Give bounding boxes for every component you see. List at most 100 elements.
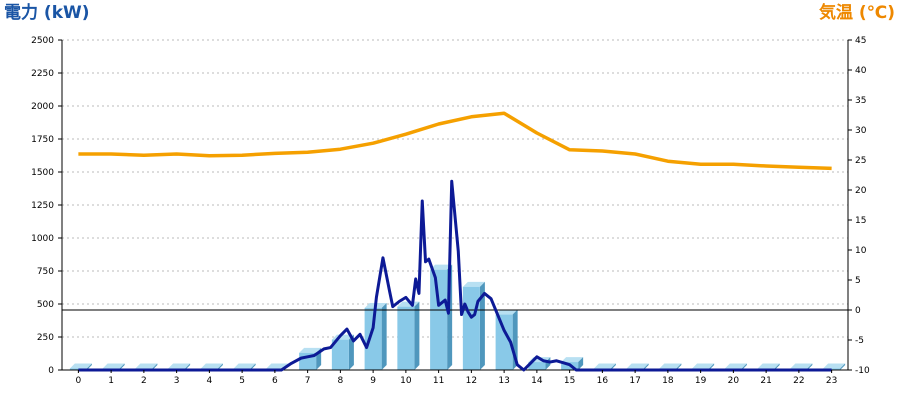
bar-side-face bbox=[381, 302, 387, 370]
right-tick-label: 45 bbox=[855, 36, 866, 46]
bar-side-face bbox=[709, 363, 715, 370]
left-tick-label: 750 bbox=[37, 267, 54, 277]
x-tick-label: 21 bbox=[760, 376, 771, 386]
bar-top-face bbox=[724, 363, 747, 369]
left-tick-label: 1250 bbox=[31, 201, 54, 211]
bar-top-face bbox=[233, 363, 256, 369]
bar-side-face bbox=[152, 363, 158, 370]
left-tick-label: 1750 bbox=[31, 135, 54, 145]
x-tick-label: 22 bbox=[793, 376, 804, 386]
power-line bbox=[78, 179, 832, 372]
bar-side-face bbox=[185, 363, 191, 370]
bar-side-face bbox=[807, 363, 813, 370]
bar-top-face bbox=[561, 357, 584, 363]
bar-front-face bbox=[495, 314, 513, 370]
bar-top-face bbox=[69, 363, 92, 369]
bar-side-face bbox=[119, 363, 125, 370]
bar-top-face bbox=[593, 363, 616, 369]
x-tick-label: 12 bbox=[466, 376, 477, 386]
x-tick-label: 8 bbox=[338, 376, 344, 386]
right-tick-label: 20 bbox=[855, 186, 867, 196]
right-tick-label: 35 bbox=[855, 96, 866, 106]
bar-side-face bbox=[479, 281, 485, 370]
x-tick-label: 9 bbox=[370, 376, 376, 386]
bar-side-face bbox=[774, 363, 780, 370]
x-tick-label: 20 bbox=[728, 376, 740, 386]
bar-top-face bbox=[626, 363, 649, 369]
bar-front-face bbox=[331, 339, 349, 370]
bar-hour-10 bbox=[397, 301, 420, 370]
right-tick-label: -5 bbox=[855, 336, 864, 346]
left-axis-title: 電力 (kW) bbox=[4, 2, 90, 23]
bar-side-face bbox=[840, 363, 846, 370]
bar-side-face bbox=[643, 363, 649, 370]
x-axis-ticks: 0 1 2 3 4 5 6 7 8 9 10 11 12 13 14 15 16 17 18 19 20 21 22 23 bbox=[76, 370, 837, 386]
bar-side-face bbox=[414, 301, 420, 370]
right-tick-label: 0 bbox=[855, 306, 861, 316]
x-tick-label: 4 bbox=[207, 376, 213, 386]
right-tick-label: 40 bbox=[855, 66, 867, 76]
bar-top-face bbox=[299, 347, 322, 353]
x-tick-label: 19 bbox=[695, 376, 707, 386]
bar-top-face bbox=[692, 363, 715, 369]
bar-side-face bbox=[217, 363, 223, 370]
grid-lines bbox=[62, 39, 848, 338]
bar-top-face bbox=[790, 363, 813, 369]
right-tick-label: 15 bbox=[855, 216, 866, 226]
right-axis-ticks: -10 -5 0 5 10 15 20 25 30 35 40 45 bbox=[848, 36, 870, 376]
bar-top-face bbox=[823, 363, 846, 369]
right-tick-label: -10 bbox=[855, 366, 870, 376]
bar-series-hourly-power bbox=[69, 264, 846, 370]
right-tick-label: 5 bbox=[855, 276, 861, 286]
bar-top-face bbox=[102, 363, 125, 369]
bar-hour-13 bbox=[495, 309, 518, 370]
bar-side-face bbox=[578, 357, 584, 370]
bar-side-face bbox=[348, 334, 354, 370]
x-tick-label: 11 bbox=[433, 376, 444, 386]
bar-top-face bbox=[495, 309, 518, 315]
bar-top-face bbox=[757, 363, 780, 369]
bar-top-face bbox=[135, 363, 158, 369]
bar-side-face bbox=[86, 363, 92, 370]
bar-side-face bbox=[741, 363, 747, 370]
right-tick-label: 30 bbox=[855, 126, 867, 136]
left-tick-label: 2500 bbox=[31, 36, 54, 46]
x-tick-label: 17 bbox=[629, 376, 640, 386]
x-tick-label: 1 bbox=[108, 376, 114, 386]
x-tick-label: 18 bbox=[662, 376, 674, 386]
bar-side-face bbox=[250, 363, 256, 370]
x-tick-label: 0 bbox=[76, 376, 82, 386]
x-tick-label: 16 bbox=[597, 376, 609, 386]
x-tick-label: 23 bbox=[826, 376, 837, 386]
x-tick-label: 6 bbox=[272, 376, 278, 386]
bar-hour-8 bbox=[331, 334, 354, 370]
x-tick-label: 3 bbox=[174, 376, 180, 386]
bar-front-face bbox=[528, 362, 546, 370]
bar-top-face bbox=[200, 363, 223, 369]
left-tick-label: 250 bbox=[37, 333, 54, 343]
bar-top-face bbox=[168, 363, 191, 369]
right-axis-title: 気温 (℃) bbox=[818, 2, 895, 23]
x-tick-label: 2 bbox=[141, 376, 147, 386]
bar-front-face bbox=[462, 286, 480, 370]
left-axis-ticks: 0 250 500 750 1000 1250 1500 1750 2000 2250 2500 bbox=[31, 36, 62, 376]
left-tick-label: 500 bbox=[37, 300, 54, 310]
x-tick-label: 14 bbox=[531, 376, 543, 386]
left-tick-label: 2250 bbox=[31, 69, 54, 79]
x-tick-label: 5 bbox=[239, 376, 245, 386]
bar-front-face bbox=[364, 307, 382, 370]
bar-top-face bbox=[462, 281, 485, 287]
right-tick-label: 10 bbox=[855, 246, 867, 256]
x-tick-label: 13 bbox=[498, 376, 509, 386]
x-tick-label: 7 bbox=[305, 376, 311, 386]
bar-front-face bbox=[430, 269, 448, 370]
bar-side-face bbox=[545, 357, 551, 370]
bar-top-face bbox=[659, 363, 682, 369]
bar-top-face bbox=[430, 264, 453, 270]
line-series bbox=[78, 111, 832, 372]
left-tick-label: 1000 bbox=[31, 234, 54, 244]
x-tick-label: 15 bbox=[564, 376, 575, 386]
left-tick-label: 0 bbox=[48, 366, 54, 376]
temperature-line bbox=[78, 111, 832, 171]
